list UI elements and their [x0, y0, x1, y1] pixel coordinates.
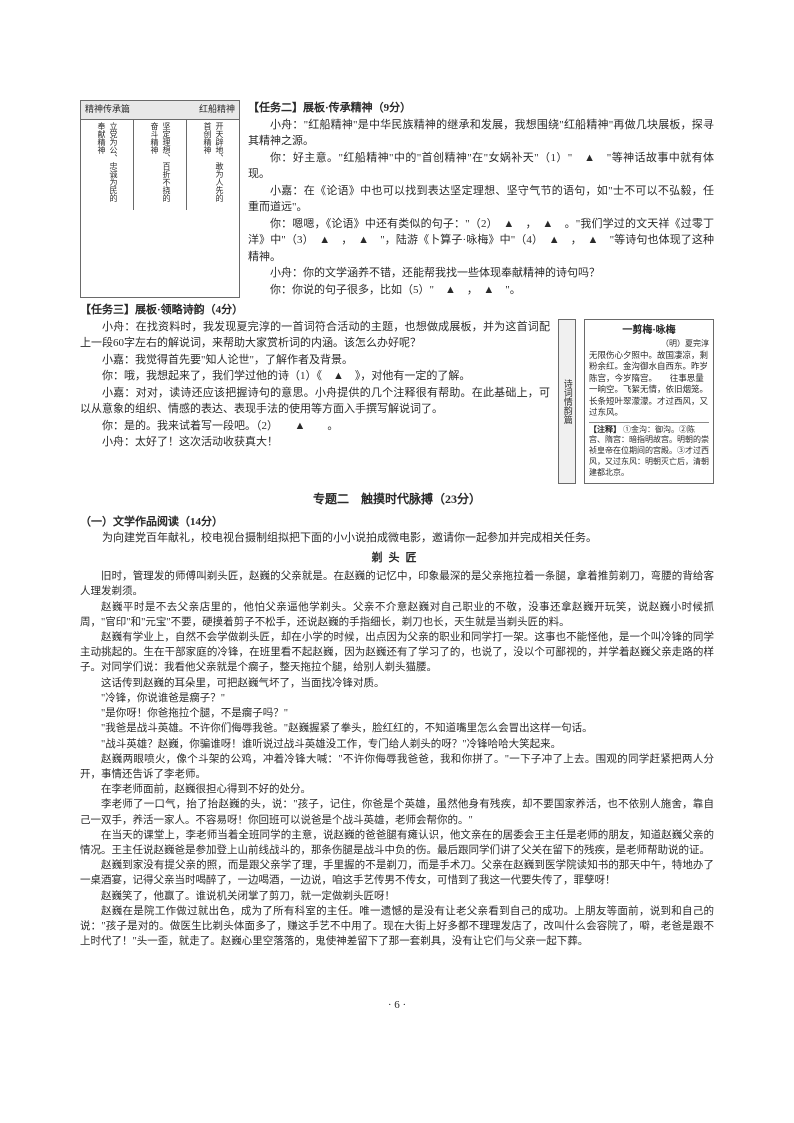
- side-tab: 诗词情韵篇: [558, 319, 576, 484]
- task2-block: 精神传承篇 红船精神 立党为公、忠诚为民的奉献精神 坚定理想、百折不挠的奋斗精神…: [80, 100, 714, 298]
- table-cols: 立党为公、忠诚为民的奉献精神 坚定理想、百折不挠的奋斗精神 开天辟地、敢为人先的…: [81, 120, 239, 210]
- task2-line-1: 你：好主意。"红船精神"中的"首创精神"在"女娲补天"（1）" ▲ "等神话故事…: [248, 150, 714, 183]
- task2-line-0: 小舟："红船精神"是中华民族精神的继承和发展，我想围绕"红船精神"再做几块展板，…: [248, 117, 714, 150]
- poem-note: 【注释】 ①金沟：御沟。②陈宫、隋宫：暗指明故宫。明朝的崇祯皇帝在位期间的宫殿。…: [589, 422, 709, 479]
- para-0: 旧时，管理发的师傅叫剃头匠，赵巍的父亲就是。在赵巍的记忆中，印象最深的是父亲拖拉…: [80, 569, 714, 599]
- task3-line-4: 你：是的。我来试着写一段吧。（2） ▲ 。: [80, 418, 550, 435]
- task3-line-0: 小舟：在找资料时，我发现夏完淳的一首词符合活动的主题，也想做成展板，并为这首词配…: [80, 319, 550, 352]
- task2-label: 【任务二】展板·传承精神（9分）: [248, 100, 714, 117]
- task2-table: 精神传承篇 红船精神 立党为公、忠诚为民的奉献精神 坚定理想、百折不挠的奋斗精神…: [80, 100, 240, 298]
- col-2: 开天辟地、敢为人先的首创精神: [187, 120, 239, 210]
- task2-line-5: 你：你说的句子很多，比如（5）" ▲ ， ▲ "。: [248, 282, 714, 299]
- task2-line-3: 你：嗯嗯，《论语》中还有类似的句子："（2） ▲ ， ▲ 。"我们学过的文天祥《…: [248, 216, 714, 266]
- para-3: 这话传到赵巍的耳朵里，可把赵巍气坏了，当面找冷锋对质。: [80, 676, 714, 691]
- note-label: 【注释】: [589, 425, 621, 434]
- header-left: 精神传承篇: [85, 103, 130, 117]
- para-11: 在当天的课堂上，李老师当着全班同学的主意，说赵巍的爸爸腿有瘫认识，他文亲在的居委…: [80, 828, 714, 858]
- story-body: 旧时，管理发的师傅叫剃头匠，赵巍的父亲就是。在赵巍的记忆中，印象最深的是父亲拖拉…: [80, 569, 714, 949]
- para-14: 赵巍在是院工作做过就出色，成为了所有科室的主任。唯一遗憾的是没有让老父亲看到自己…: [80, 904, 714, 950]
- para-7: "战斗英雄？赵巍，你骗谁呀！谁听说过战斗英雄没工作，专门给人剃头的呀？"冷锋哈哈…: [80, 737, 714, 752]
- para-12: 赵巍到家没有提父亲的照，而是跟父亲学了理，手里握的不是剃刀，而是手术刀。父亲在赵…: [80, 858, 714, 888]
- task3-label: 【任务三】展板·领略诗韵（4分）: [80, 302, 714, 319]
- para-10: 李老师了一口气，抬了抬赵巍的头，说："孩子，记住，你爸是个英雄，虽然他身有残疾，…: [80, 797, 714, 827]
- para-9: 在李老师面前，赵巍很担心得到不好的处分。: [80, 782, 714, 797]
- poem-body: 无限伤心夕照中。故国凄凉，剩粉余红。金沟御水自西东。昨岁陈宫，今岁隋宫。 往事思…: [589, 350, 709, 419]
- task3-line-2: 你：哦，我想起来了，我们学过他的诗（1）《 ▲ 》，对他有一定的了解。: [80, 368, 550, 385]
- col-0: 立党为公、忠诚为民的奉献精神: [81, 120, 134, 210]
- task2-text: 【任务二】展板·传承精神（9分） 小舟："红船精神"是中华民族精神的继承和发展，…: [248, 100, 714, 298]
- task3-line-5: 小舟：太好了！这次活动收获真大！: [80, 434, 550, 451]
- para-13: 赵巍笑了，他赢了。谁说机关闭掌了剪刀，就一定做剃头匠呀！: [80, 889, 714, 904]
- para-5: "是你呀！你爸拖拉个腿，不是瘸子吗？": [80, 706, 714, 721]
- col-1: 坚定理想、百折不挠的奋斗精神: [134, 120, 187, 210]
- story-title: 剃头匠: [80, 550, 714, 567]
- task3-block: 小舟：在找资料时，我发现夏完淳的一首词符合活动的主题，也想做成展板，并为这首词配…: [80, 319, 714, 484]
- task3-text: 小舟：在找资料时，我发现夏完淳的一首词符合活动的主题，也想做成展板，并为这首词配…: [80, 319, 550, 484]
- poem-card: 一剪梅·咏梅 （明）夏完淳 无限伤心夕照中。故国凄凉，剩粉余红。金沟御水自西东。…: [584, 319, 714, 484]
- para-1: 赵巍平时是不去父亲店里的，他怕父亲逼他学剃头。父亲不介意赵巍对自己职业的不敬，没…: [80, 600, 714, 630]
- para-2: 赵巍有学业上，自然不会学做剃头匠，却在小学的时候，出点因为父亲的职业和同学打一架…: [80, 630, 714, 676]
- poem-author: （明）夏完淳: [589, 339, 709, 350]
- task2-line-4: 小舟：你的文学涵养不错，还能帮我找一些体现奉献精神的诗句吗？: [248, 265, 714, 282]
- para-6: "我爸是战斗英雄。不许你们侮辱我爸。"赵巍握紧了拳头，脸红红的，不知道嘴里怎么会…: [80, 721, 714, 736]
- para-8: 赵巍两眼喷火，像个斗架的公鸡，冲着冷锋大喊："不许你侮辱我爸爸，我和你拼了。"一…: [80, 752, 714, 782]
- intro: 为向建党百年献礼，校电视台摄制组拟把下面的小小说拍成微电影，邀请你一起参加并完成…: [80, 530, 714, 547]
- para-4: "冷锋，你说谁爸是瘸子？": [80, 691, 714, 706]
- poem-title: 一剪梅·咏梅: [589, 324, 709, 338]
- topic-header: 专题二 触摸时代脉搏（23分）: [80, 490, 714, 508]
- table-header: 精神传承篇 红船精神: [81, 101, 239, 120]
- section-label: （一）文学作品阅读（14分）: [80, 514, 714, 531]
- task3-line-3: 小嘉：对对，读诗还应该把握诗句的意思。小舟提供的几个注释很有帮助。在此基础上，可…: [80, 385, 550, 418]
- task2-line-2: 小嘉：在《论语》中也可以找到表达坚定理想、坚守气节的语句，如"士不可以不弘毅，任…: [248, 183, 714, 216]
- page-number: · 6 ·: [0, 997, 794, 1014]
- header-right: 红船精神: [199, 103, 235, 117]
- task3-line-1: 小嘉：我觉得首先要"知人论世"，了解作者及背景。: [80, 352, 550, 369]
